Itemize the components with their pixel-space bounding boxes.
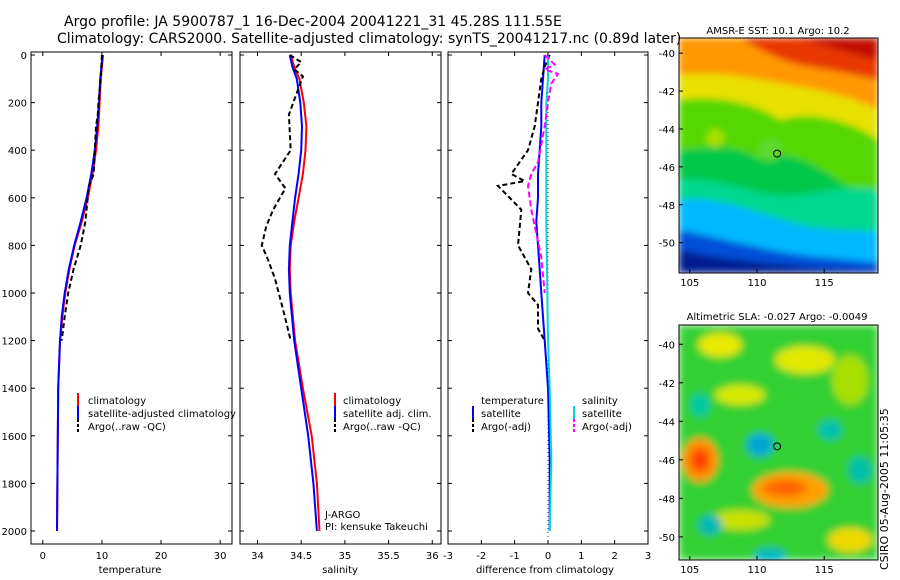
- series-line-climatology: [288, 54, 321, 532]
- x-tick-label: 20: [155, 551, 168, 562]
- map-x-tick-label: 115: [815, 565, 834, 576]
- sst-map-title: AMSR-E SST: 10.1 Argo: 10.2: [706, 26, 849, 37]
- legend-heading-salinity: salinity: [582, 396, 618, 407]
- map-y-tick-label: -42: [659, 87, 675, 98]
- map-x-tick-label: 110: [747, 565, 766, 576]
- legend-label-temperature-argo: Argo(-adj): [481, 422, 531, 433]
- x-tick-label: 34.5: [290, 551, 312, 562]
- difference-series: [495, 54, 560, 532]
- figure-title-line-1: Argo profile: JA 5900787_1 16-Dec-2004 2…: [64, 14, 562, 30]
- salinity-axis-ticks: 34 34.5 35 35.5 36: [240, 52, 441, 562]
- map-x-tick-label: 110: [747, 278, 766, 289]
- pi-label: PI: kensuke Takeuchi: [325, 522, 428, 533]
- x-tick-label: 36: [426, 551, 439, 562]
- map-x-tick-label: 115: [815, 278, 834, 289]
- legend-label-satellite: satellite-adjusted climatology: [88, 409, 236, 420]
- series-line-salinity-argo-adj-: [526, 54, 560, 294]
- y-tick-label: 1600: [2, 432, 27, 443]
- legend-label-argo: Argo(..raw -QC): [343, 422, 421, 433]
- temperature-series: [56, 54, 105, 532]
- x-tick-label: 0: [40, 551, 46, 562]
- legend-label-salinity-argo: Argo(-adj): [582, 422, 632, 433]
- sla-axis-ticks: 105 110 115 -40 -42 -44 -46 -48 -50: [659, 340, 834, 576]
- y-tick-label: 600: [8, 194, 27, 205]
- x-tick-label: -1: [510, 551, 520, 562]
- difference-axis-ticks: -3 -2 -1 0 1 2 3: [443, 52, 651, 562]
- map-y-tick-label: -40: [659, 49, 675, 60]
- y-tick-label: 800: [8, 241, 27, 252]
- difference-legend: temperature satellite Argo(-adj) salinit…: [472, 396, 632, 433]
- map-y-tick-label: -46: [659, 163, 675, 174]
- map-y-tick-label: -46: [659, 456, 675, 467]
- j-argo-label: J-ARGO: [324, 510, 361, 521]
- argo-location-marker: [773, 442, 782, 451]
- map-y-tick-label: -48: [659, 201, 675, 212]
- legend-label-satellite: satellite adj. clim.: [343, 409, 432, 420]
- argo-location-marker: [773, 149, 782, 158]
- legend-label-climatology: climatology: [343, 396, 401, 407]
- salinity-xlabel: salinity: [322, 565, 358, 576]
- series-line-argo-raw-qc-: [60, 54, 103, 341]
- series-line-satellite-adj-clim-: [287, 54, 318, 532]
- legend-label-argo: Argo(..raw -QC): [88, 422, 166, 433]
- y-tick-label: 1400: [2, 384, 27, 395]
- map-y-tick-label: -50: [659, 533, 675, 544]
- y-tick-label: 200: [8, 99, 27, 110]
- series-line-argo-raw-qc-: [260, 54, 305, 341]
- map-x-tick-label: 105: [680, 278, 699, 289]
- legend-label-temperature-satellite: satellite: [481, 409, 521, 420]
- series-line-temperature-argo-adj-: [495, 54, 551, 342]
- x-tick-label: 34: [251, 551, 264, 562]
- x-tick-label: 35.5: [377, 551, 399, 562]
- x-tick-label: -2: [476, 551, 486, 562]
- x-tick-label: 1: [578, 551, 584, 562]
- y-tick-label: 2000: [2, 527, 27, 538]
- sst-map-frame: [678, 37, 879, 274]
- temperature-axis-ticks: 0 10 20 30: [31, 52, 232, 562]
- y-tick-label: 1800: [2, 479, 27, 490]
- csiro-timestamp: CSIRO 05-Aug-2005 11:05:35: [878, 408, 891, 570]
- map-y-tick-label: -44: [659, 417, 675, 428]
- map-y-tick-label: -40: [659, 340, 675, 351]
- legend-heading-temperature: temperature: [481, 396, 544, 407]
- y-tick-label: 1000: [2, 289, 27, 300]
- x-tick-label: 30: [214, 551, 227, 562]
- map-y-tick-label: -42: [659, 379, 675, 390]
- x-tick-label: -3: [443, 551, 453, 562]
- series-line-satellite-adjusted-climatology: [56, 54, 104, 532]
- map-y-tick-label: -44: [659, 125, 675, 136]
- map-y-tick-label: -48: [659, 494, 675, 505]
- y-tick-label: 1200: [2, 337, 27, 348]
- y-tick-label: 400: [8, 146, 27, 157]
- sst-axis-ticks: 105 110 115 -40 -42 -44 -46 -48 -50: [659, 49, 834, 289]
- temperature-legend: climatology satellite-adjusted climatolo…: [77, 393, 236, 433]
- y-tick-label: 0: [21, 51, 27, 62]
- temperature-xlabel: temperature: [99, 565, 162, 576]
- legend-label-climatology: climatology: [88, 396, 146, 407]
- sla-heatmap: [679, 325, 878, 560]
- salinity-panel-frame: [239, 51, 442, 545]
- x-tick-label: 3: [645, 551, 651, 562]
- difference-xlabel: difference from climatology: [476, 565, 614, 576]
- sst-heatmap: [679, 38, 878, 273]
- map-y-tick-label: -50: [659, 239, 675, 250]
- x-tick-label: 10: [96, 551, 109, 562]
- sla-map-title: Altimetric SLA: -0.027 Argo: -0.0049: [687, 312, 868, 323]
- temperature-panel-frame: [30, 51, 233, 545]
- x-tick-label: 0: [545, 551, 551, 562]
- depth-axis-ticks: 0 200 400 600 800 1000 1200 1400 1600 1800 2000: [2, 51, 27, 538]
- figure-title-line-2: Climatology: CARS2000. Satellite-adjuste…: [57, 31, 682, 47]
- sla-map-frame: [678, 324, 879, 561]
- legend-label-salinity-satellite: satellite: [582, 409, 622, 420]
- x-tick-label: 2: [611, 551, 617, 562]
- series-line-temperature-satellite: [535, 54, 551, 531]
- salinity-legend: climatology satellite adj. clim. Argo(..…: [324, 393, 432, 533]
- salinity-series: [260, 54, 321, 532]
- series-line-salinity-satellite: [545, 55, 553, 532]
- x-tick-label: 35: [339, 551, 352, 562]
- map-x-tick-label: 105: [680, 565, 699, 576]
